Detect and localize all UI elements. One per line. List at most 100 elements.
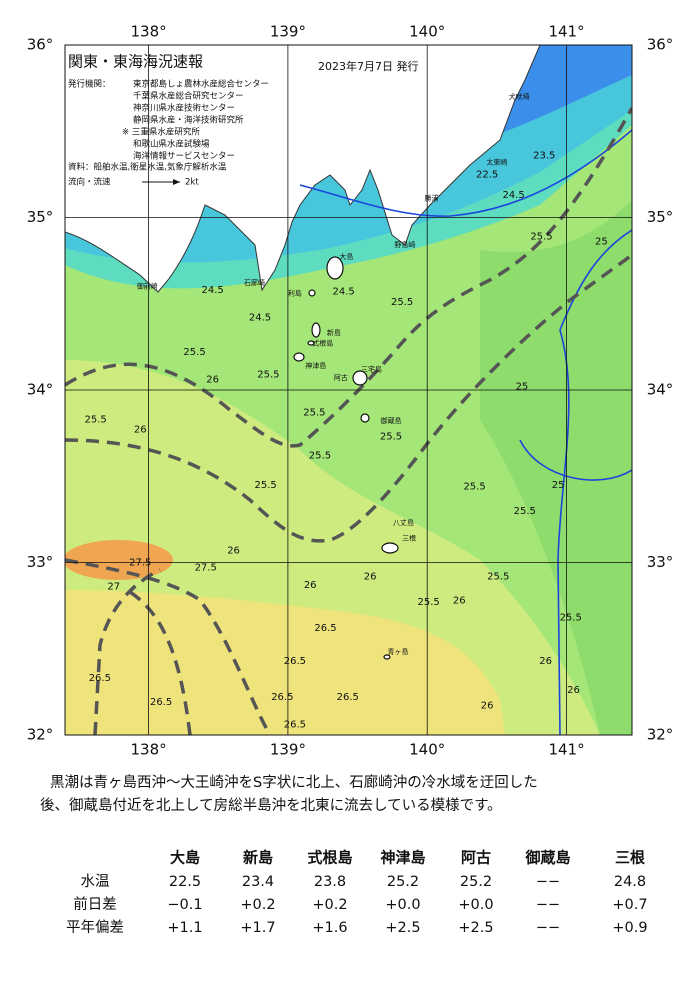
island xyxy=(360,413,370,423)
isotherm-label: 25.5 xyxy=(303,407,325,418)
place-name: 大島 xyxy=(339,252,353,261)
table-cell: 25.2 xyxy=(387,874,419,890)
table-header: 式根島 xyxy=(307,849,352,867)
table-header: 大島 xyxy=(170,849,200,867)
isotherm-label: 25.5 xyxy=(463,482,485,493)
table-cell: −− xyxy=(536,874,560,890)
table-cell: +0.2 xyxy=(312,897,347,913)
isotherm-label: 24.5 xyxy=(202,285,224,296)
issuer: 海洋情報サービスセンター xyxy=(133,151,235,162)
place-name: 新島 xyxy=(327,328,341,337)
land xyxy=(65,45,541,293)
isotherm-label: 26 xyxy=(227,545,240,556)
place-name: 阿古 xyxy=(334,373,348,382)
map-title: 関東・東海海況速報 xyxy=(68,53,203,71)
table-cell: +0.2 xyxy=(240,897,275,913)
row-label: 水温 xyxy=(81,873,110,890)
table-cell: −− xyxy=(536,920,560,936)
table-cell: −− xyxy=(536,897,560,913)
legend-speed: 2kt xyxy=(185,178,199,188)
table-header: 新島 xyxy=(243,849,273,867)
table-cell: +1.1 xyxy=(167,920,202,936)
lat-tick-label: 32° xyxy=(27,726,54,744)
table-cell: +0.9 xyxy=(612,920,647,936)
isotherm-label: 23.5 xyxy=(533,150,555,161)
place-name: 利島 xyxy=(288,288,302,297)
isotherm-label: 26 xyxy=(304,580,317,591)
table-cell: +1.7 xyxy=(240,920,275,936)
place-name: 勝浦 xyxy=(424,194,438,203)
isotherm-label: 25.5 xyxy=(417,597,439,608)
place-name: 太東崎 xyxy=(486,157,507,166)
isotherm-label: 27 xyxy=(107,582,120,593)
isotherm-label: 25.5 xyxy=(183,347,205,358)
place-name: 御蔵島 xyxy=(380,416,401,425)
place-name: 犬吠埼 xyxy=(509,92,530,101)
table-cell: 22.5 xyxy=(169,874,201,890)
kuroshio-axis xyxy=(65,558,272,735)
place-name: 御前崎 xyxy=(137,282,158,291)
island xyxy=(307,340,315,346)
place-name: 石廊崎 xyxy=(244,278,265,287)
isotherm-label: 25.5 xyxy=(257,369,279,380)
isotherm-label: 26 xyxy=(481,701,494,712)
map-area xyxy=(65,45,632,735)
table-cell: +0.0 xyxy=(458,897,493,913)
issue-date: 2023年7月7日 発行 xyxy=(318,59,419,73)
lat-tick-label: 36° xyxy=(647,36,674,54)
sources: 資料：船舶水温,衛星水温,気象庁解析水温 xyxy=(68,162,227,173)
issuer: 静岡県水産・海洋技術研究所 xyxy=(133,115,244,126)
issuer: 東京都島しょ農林水産総合センター xyxy=(133,79,269,90)
lat-tick-label: 35° xyxy=(647,208,674,226)
lon-tick-label: 140° xyxy=(409,23,445,41)
issuers-label: 発行機関： xyxy=(68,79,111,90)
lon-tick-label: 138° xyxy=(131,23,167,41)
island xyxy=(311,322,321,338)
table-cell: +2.5 xyxy=(458,920,493,936)
place-name: 青ヶ島 xyxy=(387,647,408,656)
sea-zone xyxy=(480,200,632,735)
place-name: 神津島 xyxy=(305,361,326,370)
place-name: 三宅島 xyxy=(361,364,382,373)
island xyxy=(308,289,316,297)
isotherm-label: 26 xyxy=(567,685,580,696)
table-cell: +2.5 xyxy=(385,920,420,936)
lat-tick-label: 34° xyxy=(27,381,54,399)
table-cell: 23.4 xyxy=(242,874,274,890)
isotherm-label: 26.5 xyxy=(284,656,306,667)
place-name: 八丈島 xyxy=(393,518,414,527)
island xyxy=(383,654,391,660)
place-name: 式根島 xyxy=(312,338,333,347)
isotherm-line xyxy=(519,439,632,481)
isotherm-label: 25.5 xyxy=(309,451,331,462)
table-cell: +1.6 xyxy=(312,920,347,936)
issuer: 和歌山県水産試験場 xyxy=(133,139,210,150)
table-header: 神津島 xyxy=(380,849,425,867)
table-header: 阿古 xyxy=(461,849,491,867)
isotherm-label: 25.5 xyxy=(514,506,536,517)
isotherm-label: 25.5 xyxy=(560,613,582,624)
isotherm-label: 25.5 xyxy=(391,297,413,308)
isotherm-label: 25 xyxy=(595,237,608,248)
kuroshio-axis xyxy=(65,107,632,448)
island xyxy=(326,256,344,280)
isotherm-label: 25.5 xyxy=(85,414,107,425)
lon-tick-label: 140° xyxy=(409,741,445,759)
isotherm-label: 26 xyxy=(539,656,552,667)
kuroshio-axis xyxy=(129,590,192,735)
island xyxy=(381,542,399,554)
lon-tick-label: 139° xyxy=(270,23,306,41)
isotherm-label: 25.5 xyxy=(487,571,509,582)
lat-tick-label: 35° xyxy=(27,208,54,226)
island xyxy=(352,370,368,386)
isotherm-label: 27.5 xyxy=(195,563,217,574)
isotherm-label: 26.5 xyxy=(271,692,293,703)
isotherm-label: 25 xyxy=(516,382,529,393)
issuer: 千葉県水産総合研究センター xyxy=(133,91,244,102)
isotherm-line xyxy=(299,129,632,217)
table-cell: 23.8 xyxy=(314,874,346,890)
isotherm-label: 22.5 xyxy=(476,169,498,180)
place-name: 三根 xyxy=(402,533,416,542)
